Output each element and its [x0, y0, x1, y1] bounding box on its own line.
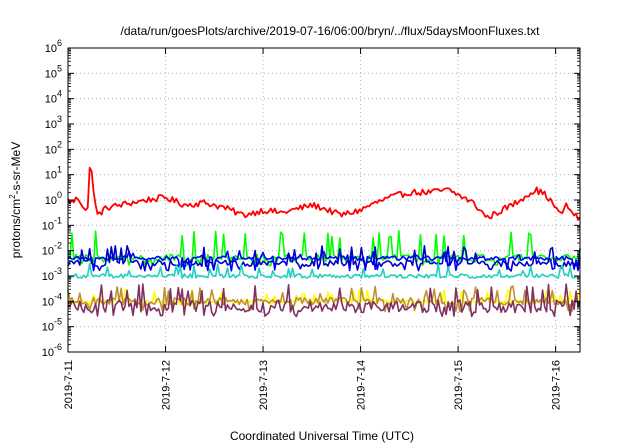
series-line	[67, 285, 581, 313]
y-tick-label: 10-4	[42, 291, 62, 308]
x-tick-label: 2019-7-11	[63, 360, 75, 409]
chart-title: /data/run/goesPlots/archive/2019-07-16/0…	[121, 24, 541, 38]
x-axis-label: Coordinated Universal Time (UTC)	[230, 429, 414, 443]
y-tick-label: 10-6	[42, 342, 62, 359]
y-tick-label: 10-1	[42, 215, 62, 232]
y-tick-label: 103	[45, 114, 62, 131]
y-tick-label: 101	[45, 165, 62, 182]
y-axis-label-prefix: protons/cm	[9, 199, 23, 258]
x-tick-label: 2019-7-16	[551, 360, 563, 410]
y-tick-label: 105	[45, 63, 62, 80]
y-tick-label: 102	[45, 139, 62, 156]
x-tick-label: 2019-7-13	[258, 360, 270, 410]
series-line	[67, 283, 581, 318]
x-tick-label: 2019-7-15	[453, 360, 465, 410]
y-tick-label: 10-5	[42, 317, 62, 334]
y-tick-label: 10-3	[42, 266, 62, 283]
y-axis-label-suffix: -s-sr-MeV	[9, 142, 23, 195]
x-tick-label: 2019-7-14	[356, 360, 368, 410]
y-axis-label-superscript: 2	[8, 194, 17, 199]
series-line	[67, 166, 581, 221]
series-layer	[67, 166, 581, 318]
series-line	[67, 262, 581, 280]
series-line	[67, 245, 581, 272]
y-tick-label: 106	[45, 38, 62, 55]
x-tick-label: 2019-7-12	[161, 360, 173, 410]
y-tick-label: 104	[45, 89, 62, 106]
y-axis-label: protons/cm2-s-sr-MeV	[8, 142, 23, 258]
plot-frame	[67, 47, 581, 353]
y-tick-label: 100	[45, 190, 62, 207]
series-line	[67, 250, 581, 272]
y-tick-label: 10-2	[42, 241, 62, 258]
